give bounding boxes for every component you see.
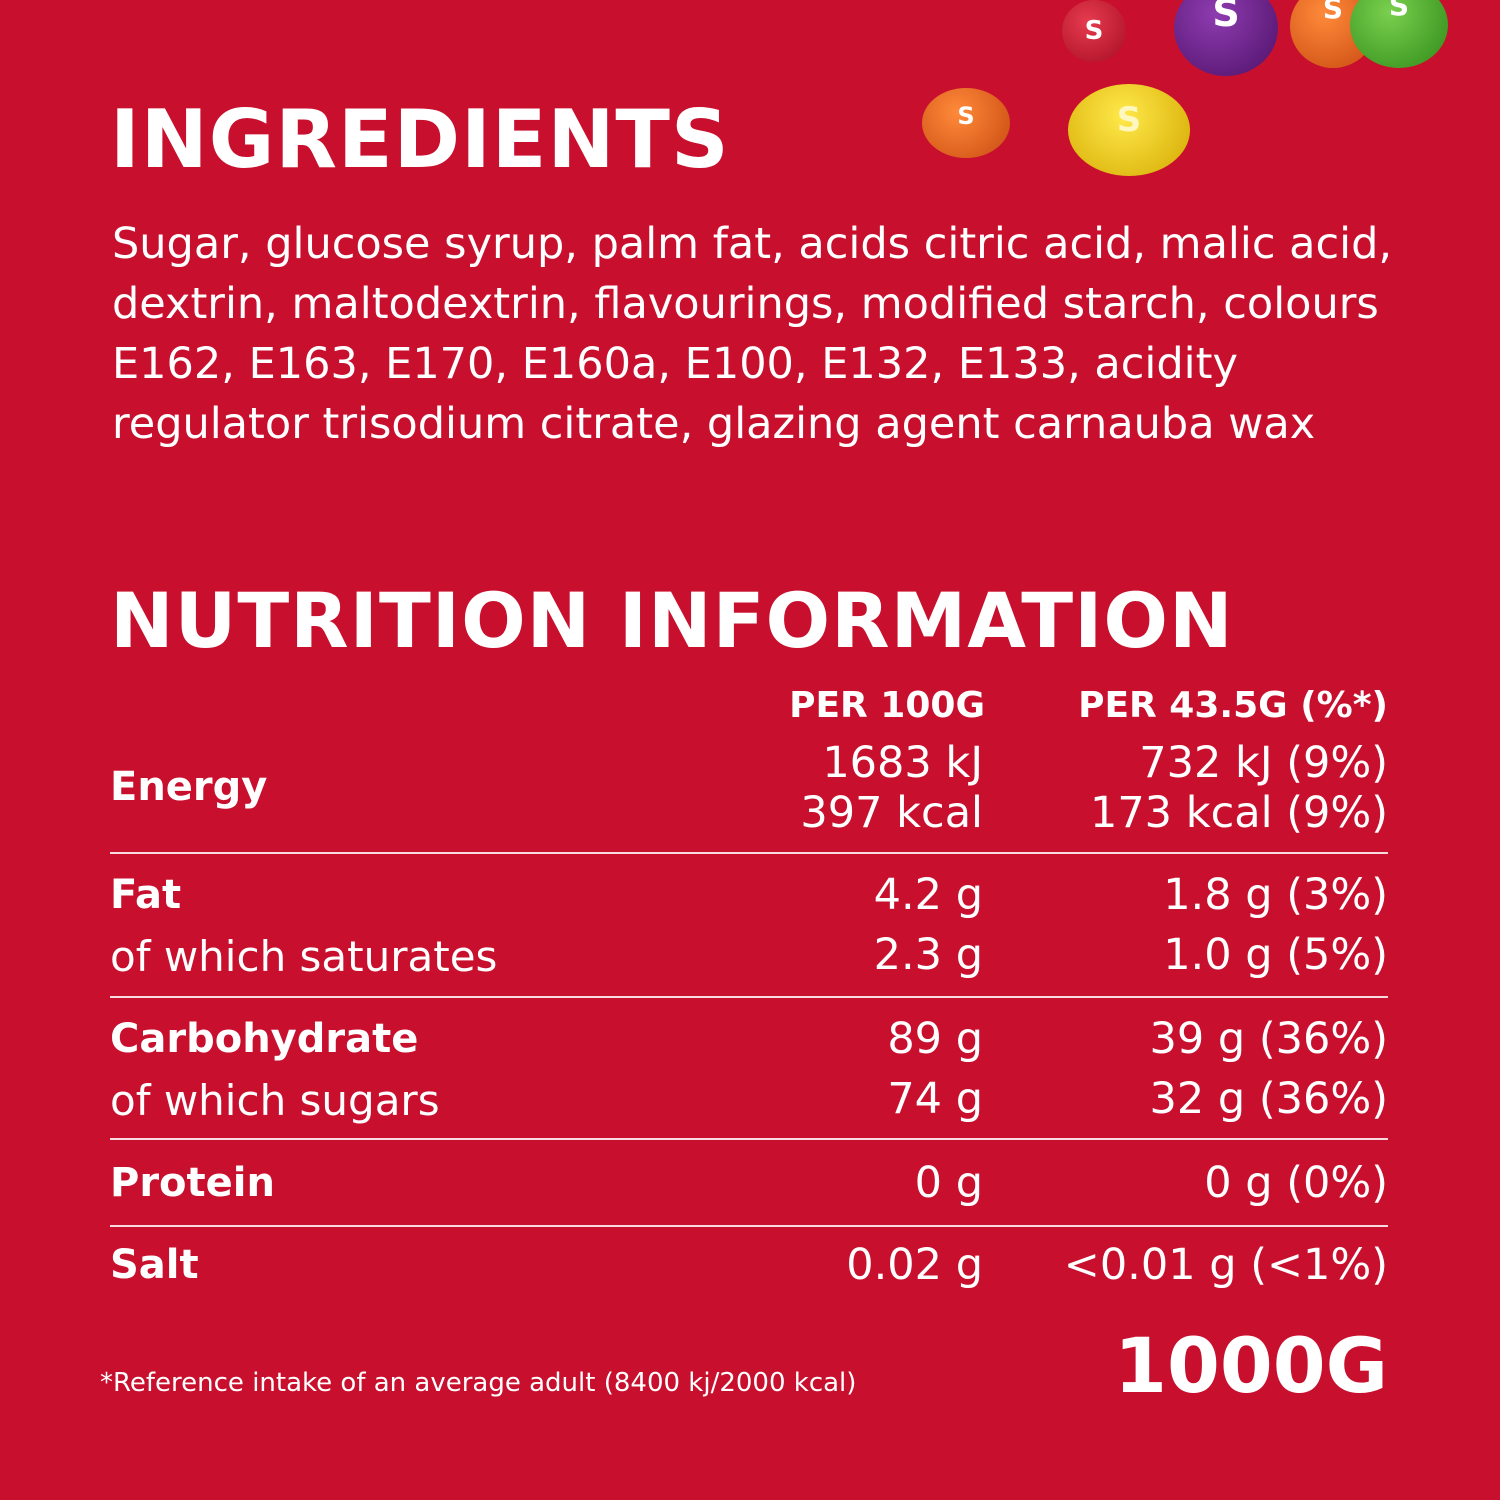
protein-portion: 0 g (0%) [1204, 1158, 1388, 1208]
protein-label: Protein [110, 1160, 275, 1206]
green-candy-icon: S [1350, 0, 1448, 68]
sugars-portion: 32 g (36%) [1149, 1074, 1388, 1124]
fat-label: Fat [110, 872, 182, 918]
reference-intake-footnote: *Reference intake of an average adult (8… [100, 1368, 857, 1398]
carbohydrate-portion: 39 g (36%) [1149, 1014, 1388, 1064]
saturates-portion: 1.0 g (5%) [1163, 930, 1388, 980]
candy-logo-letter: S [1322, 0, 1344, 25]
sugars-per100: 74 g [887, 1074, 983, 1124]
protein-per100: 0 g [914, 1158, 983, 1208]
divider [110, 996, 1388, 998]
saturates-row: of which saturates 2.3 g 1.0 g (5%) [110, 930, 1388, 981]
saturates-per100: 2.3 g [873, 930, 983, 980]
carbohydrate-label: Carbohydrate [110, 1016, 419, 1062]
candy-logo-letter: S [1212, 0, 1240, 35]
ingredients-heading: INGREDIENTS [110, 93, 730, 186]
nutrition-heading: NUTRITION INFORMATION [110, 576, 1234, 665]
divider [110, 852, 1388, 854]
salt-row: Salt 0.02 g <0.01 g (<1%) [110, 1240, 1388, 1290]
divider [110, 1225, 1388, 1227]
purple-candy-icon: S [1174, 0, 1278, 76]
candy-logo-letter: S [957, 102, 975, 130]
ingredients-text: Sugar, glucose syrup, palm fat, acids ci… [112, 219, 1393, 449]
candy-logo-letter: S [1116, 100, 1142, 140]
fat-row: Fat 4.2 g 1.8 g (3%) [110, 870, 1388, 920]
divider [110, 1138, 1388, 1140]
carbohydrate-row: Carbohydrate 89 g 39 g (36%) [110, 1014, 1388, 1064]
salt-label: Salt [110, 1242, 199, 1288]
salt-portion: <0.01 g (<1%) [1063, 1240, 1388, 1290]
per-portion-header: PER 43.5G (%*) [1078, 685, 1388, 726]
energy-kcal-portion: 173 kcal (9%) [1089, 788, 1388, 838]
salt-per100: 0.02 g [846, 1240, 983, 1290]
energy-kj-portion: 732 kJ (9%) [1139, 738, 1388, 788]
sugars-label: of which sugars [110, 1076, 440, 1125]
protein-row: Protein 0 g 0 g (0%) [110, 1158, 1388, 1208]
energy-kj-per100: 1683 kJ [822, 738, 983, 788]
orange-candy-icon: S [922, 88, 1010, 158]
candy-logo-letter: S [1084, 16, 1104, 46]
energy-kcal-per100: 397 kcal [800, 788, 983, 838]
energy-label: Energy [110, 764, 268, 810]
net-weight: 1000G [1114, 1321, 1388, 1410]
candy-logo-letter: S [1388, 0, 1410, 22]
sugars-row: of which sugars 74 g 32 g (36%) [110, 1074, 1388, 1125]
red-candy-icon: S [1062, 0, 1126, 62]
saturates-label: of which saturates [110, 932, 498, 981]
yellow-candy-icon: S [1068, 84, 1190, 176]
per-100g-header: PER 100G [789, 685, 985, 726]
energy-row: Energy 1683 kJ 397 kcal 732 kJ (9%) 173 … [110, 738, 1388, 838]
carbohydrate-per100: 89 g [887, 1014, 983, 1064]
fat-per100: 4.2 g [873, 870, 983, 920]
fat-portion: 1.8 g (3%) [1163, 870, 1388, 920]
